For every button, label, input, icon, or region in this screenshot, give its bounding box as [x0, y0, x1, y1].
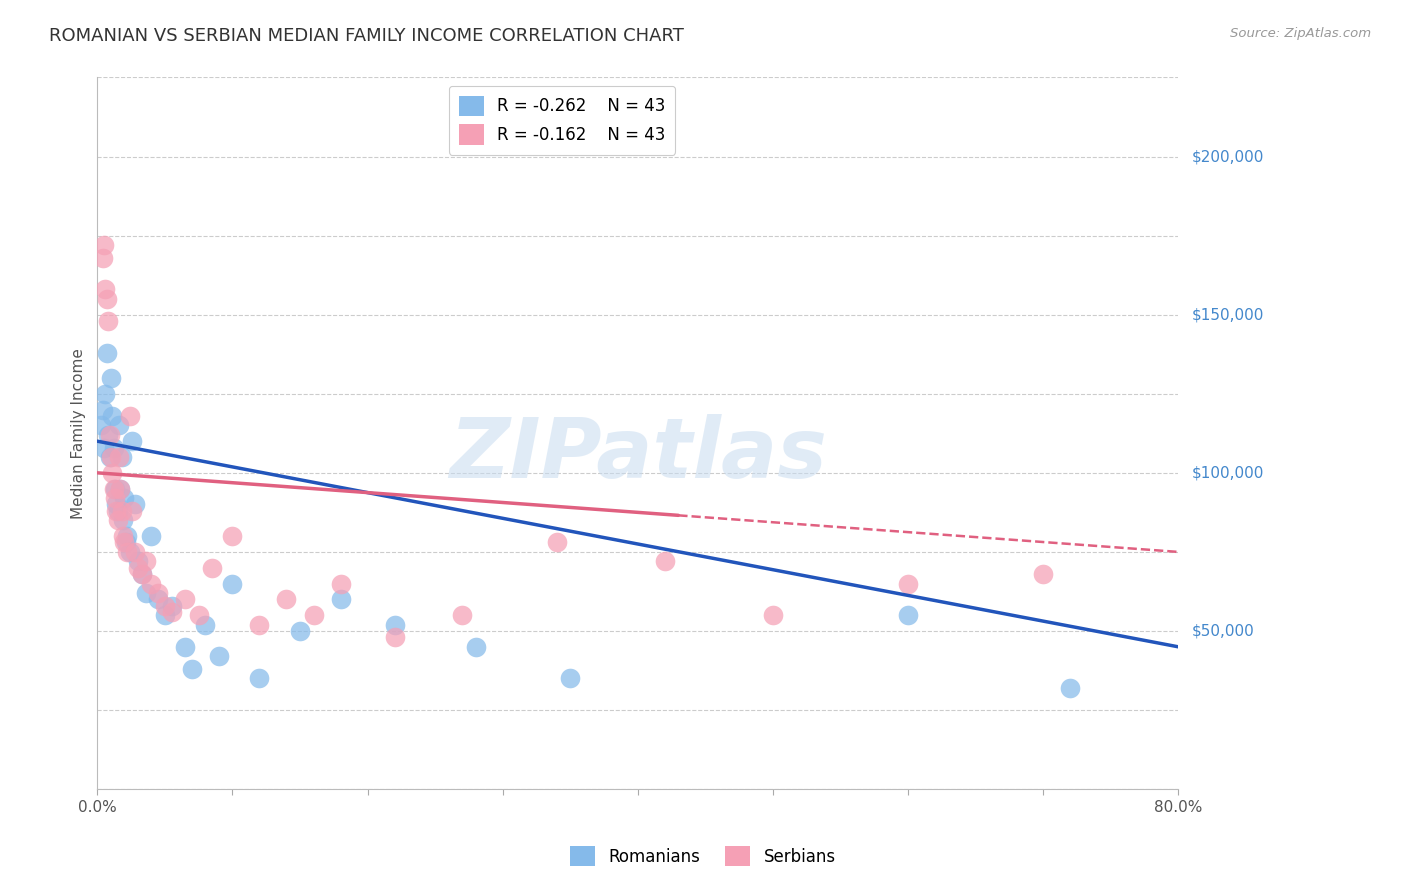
Point [153, 608, 176, 623]
Point [101, 466, 124, 480]
Point [103, 441, 125, 455]
Point [187, 608, 209, 623]
Point [111, 450, 134, 464]
Legend: Romanians, Serbians: Romanians, Serbians [562, 838, 844, 875]
Point [174, 640, 197, 654]
Point [107, 504, 129, 518]
Point [93, 238, 115, 252]
Point [107, 513, 129, 527]
Point [131, 567, 153, 582]
Text: Source: ZipAtlas.com: Source: ZipAtlas.com [1230, 27, 1371, 40]
Point [121, 434, 143, 449]
Point [111, 529, 134, 543]
Point [104, 482, 127, 496]
Point [288, 624, 311, 638]
Point [124, 545, 146, 559]
Point [111, 513, 134, 527]
Text: $150,000: $150,000 [1192, 307, 1264, 322]
Point [146, 586, 169, 600]
Point [114, 535, 136, 549]
Point [201, 560, 224, 574]
Point [654, 554, 676, 568]
Text: ROMANIAN VS SERBIAN MEDIAN FAMILY INCOME CORRELATION CHART: ROMANIAN VS SERBIAN MEDIAN FAMILY INCOME… [49, 27, 685, 45]
Point [101, 409, 124, 423]
Point [897, 576, 920, 591]
Point [112, 491, 135, 505]
Point [135, 586, 157, 600]
Point [97, 314, 120, 328]
Text: $100,000: $100,000 [1192, 466, 1264, 480]
Point [100, 371, 122, 385]
Point [108, 450, 131, 464]
Point [174, 592, 197, 607]
Point [121, 504, 143, 518]
Point [112, 535, 135, 549]
Point [90, 418, 112, 433]
Point [93, 441, 115, 455]
Point [194, 617, 217, 632]
Point [118, 545, 141, 559]
Point [897, 608, 920, 623]
Point [384, 617, 406, 632]
Point [329, 576, 352, 591]
Point [94, 386, 117, 401]
Point [762, 608, 785, 623]
Point [329, 592, 352, 607]
Point [108, 418, 131, 433]
Point [127, 560, 149, 574]
Point [100, 450, 122, 464]
Point [115, 545, 138, 559]
Legend: R = -0.262    N = 43, R = -0.162    N = 43: R = -0.262 N = 43, R = -0.162 N = 43 [449, 86, 675, 155]
Point [124, 498, 146, 512]
Point [98, 450, 121, 464]
Point [146, 592, 169, 607]
Point [105, 504, 128, 518]
Point [451, 608, 474, 623]
Text: ZIPatlas: ZIPatlas [449, 414, 827, 495]
Point [546, 535, 568, 549]
Point [141, 576, 163, 591]
Point [560, 672, 582, 686]
Point [1059, 681, 1081, 695]
Point [160, 605, 183, 619]
Point [135, 554, 157, 568]
Point [249, 617, 271, 632]
Point [384, 630, 406, 644]
Point [208, 649, 231, 664]
Point [118, 409, 141, 423]
Point [127, 554, 149, 568]
Point [94, 282, 117, 296]
Point [115, 529, 138, 543]
Point [111, 504, 134, 518]
Point [302, 608, 325, 623]
Point [97, 428, 120, 442]
Point [249, 672, 271, 686]
Point [1032, 567, 1054, 582]
Point [103, 482, 125, 496]
Point [153, 599, 176, 613]
Text: $200,000: $200,000 [1192, 149, 1264, 164]
Point [276, 592, 298, 607]
Point [464, 640, 486, 654]
Point [221, 529, 243, 543]
Point [131, 567, 153, 582]
Text: $50,000: $50,000 [1192, 624, 1254, 639]
Point [104, 491, 127, 505]
Point [160, 599, 183, 613]
Point [96, 345, 118, 359]
Point [221, 576, 243, 591]
Point [105, 498, 128, 512]
Point [98, 428, 121, 442]
Point [181, 662, 204, 676]
Point [110, 482, 132, 496]
Point [110, 482, 132, 496]
Y-axis label: Median Family Income: Median Family Income [72, 348, 86, 519]
Point [141, 529, 163, 543]
Point [91, 251, 114, 265]
Point [96, 292, 118, 306]
Point [91, 402, 114, 417]
